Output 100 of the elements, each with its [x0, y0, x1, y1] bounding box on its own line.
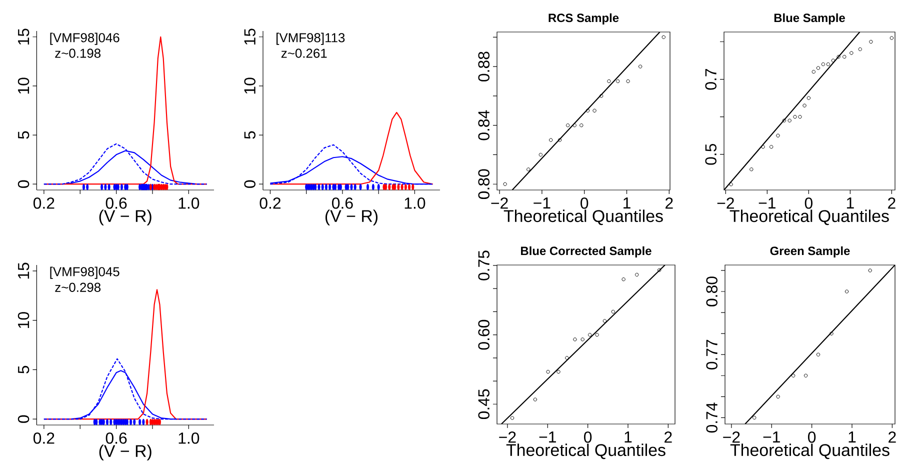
y-tick-label: 5 [18, 366, 30, 374]
point [638, 64, 642, 68]
point [595, 332, 599, 337]
x-tick-label: 2 [664, 432, 672, 443]
point [890, 36, 894, 40]
point [791, 374, 796, 378]
point [588, 332, 592, 337]
point [804, 374, 808, 378]
y-tick-label: 0.7 [705, 69, 716, 90]
point [503, 182, 507, 186]
annotation: [VMF98]113 [276, 32, 345, 45]
y-tick-label: 0.80 [706, 276, 718, 306]
point [634, 272, 639, 277]
x-tick-label: 0.2 [260, 198, 281, 209]
point [816, 66, 820, 70]
x-tick-label: 1 [624, 432, 632, 442]
point [572, 123, 576, 128]
x-tick-label: 0.6 [106, 432, 127, 444]
y-tick-label: 0 [18, 415, 30, 423]
chart-title: Green Sample [770, 246, 850, 258]
point [558, 138, 562, 142]
x-tick-label: 2 [888, 432, 896, 443]
point [602, 319, 607, 323]
x-tick-label: −1 [758, 198, 776, 208]
y-tick-label: 0.60 [478, 320, 490, 350]
y-tick-label: 0 [18, 180, 30, 188]
x-tick-label: 2 [888, 198, 896, 209]
y-tick-label: 0.5 [705, 144, 716, 165]
annotation: z~0.261 [281, 48, 327, 58]
x-tick-label: −1 [534, 198, 550, 208]
point [826, 62, 830, 66]
y-tick-label: 10 [244, 78, 256, 94]
x-tick-label: 1.0 [178, 198, 200, 209]
point [798, 114, 802, 119]
x-tick-label: 0 [580, 198, 588, 209]
x-tick-label: 0 [808, 432, 816, 443]
annotation: [VMF98]045 [50, 266, 120, 279]
x-tick-label: 0 [584, 432, 592, 443]
annotation: z~0.198 [55, 48, 101, 58]
x-tick-label: 2 [666, 198, 673, 209]
point [816, 352, 820, 356]
point [836, 54, 840, 59]
point [806, 96, 811, 100]
point [842, 54, 846, 59]
y-tick-label: 0.45 [478, 389, 490, 420]
x-tick-label: 0.6 [106, 198, 127, 209]
x-axis-title: (V − R) [325, 210, 378, 226]
x-axis-title: Theoretical Quantiles [506, 444, 666, 460]
x-tick-label: 0.2 [33, 432, 54, 444]
point [782, 118, 786, 122]
point [788, 118, 792, 122]
point [776, 394, 780, 399]
y-tick-label: 5 [244, 131, 256, 139]
x-tick-label: 1.0 [178, 432, 200, 444]
point [831, 58, 836, 62]
x-tick-label: 1 [848, 432, 856, 442]
point [626, 79, 630, 84]
y-tick-label: 0.84 [478, 110, 490, 140]
annotation: z~0.298 [55, 282, 101, 292]
x-tick-label: −1 [763, 432, 780, 442]
point [586, 108, 590, 112]
x-axis-title: Theoretical Quantiles [504, 210, 663, 226]
point [580, 123, 584, 128]
point [566, 123, 570, 128]
x-tick-label: −2 [491, 198, 508, 209]
point [549, 138, 553, 142]
point [821, 62, 826, 66]
point [622, 277, 626, 282]
x-tick-label: 0.6 [332, 198, 353, 209]
point [750, 168, 754, 172]
point [776, 134, 780, 138]
point [607, 79, 611, 84]
point [812, 70, 816, 74]
point [869, 40, 873, 44]
y-tick-label: 15 [18, 28, 30, 45]
point [850, 51, 854, 55]
x-tick-label: 1.0 [404, 198, 426, 209]
y-tick-label: 0.80 [478, 169, 490, 200]
x-tick-label: 1 [846, 198, 854, 208]
x-tick-label: 0 [804, 198, 812, 209]
x-axis-title: Theoretical Quantiles [730, 210, 889, 226]
point [556, 370, 560, 374]
point [546, 370, 550, 374]
point [538, 152, 543, 157]
y-tick-label: 10 [18, 312, 30, 328]
point [616, 79, 620, 84]
x-axis-title: (V − R) [99, 210, 152, 226]
chart-title: RCS Sample [548, 13, 619, 24]
point [868, 268, 872, 272]
x-axis-title: Theoretical Quantiles [730, 444, 890, 460]
point [573, 338, 577, 342]
point [752, 416, 756, 420]
point [858, 47, 862, 52]
x-tick-label: −2 [723, 432, 740, 443]
point [729, 182, 733, 186]
point [526, 168, 530, 172]
point [510, 416, 514, 420]
y-tick-label: 15 [244, 28, 256, 45]
x-tick-label: −1 [539, 432, 556, 442]
annotation: [VMF98]046 [50, 32, 120, 45]
